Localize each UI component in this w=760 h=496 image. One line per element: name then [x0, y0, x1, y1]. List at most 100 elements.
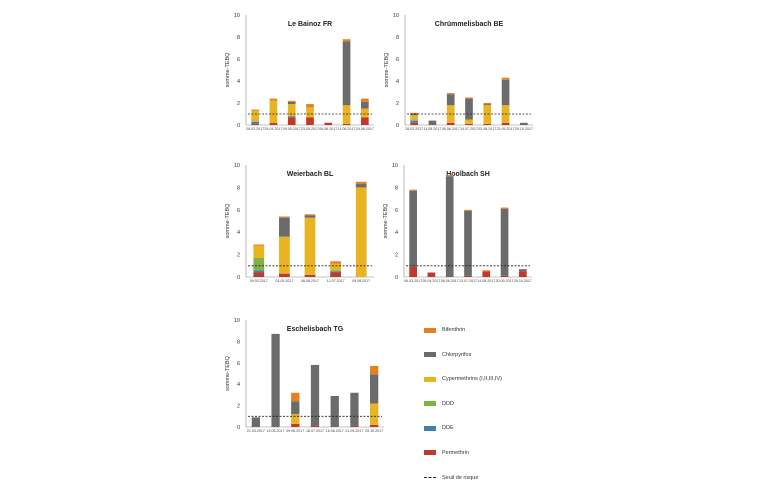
bar-segment	[483, 103, 492, 105]
y-tick-label: 10	[392, 163, 398, 169]
bar-segment	[428, 120, 437, 125]
legend-swatch-chlorpyrifos	[424, 352, 436, 358]
bar-segment	[350, 425, 359, 427]
bar-segment	[330, 270, 341, 272]
bar-segment	[464, 209, 472, 211]
legend-item: Bifenthrin	[424, 324, 574, 336]
x-tick-label: 06.06.2017	[319, 127, 337, 131]
x-tick-label: 21.03.2017	[247, 429, 265, 433]
bar-segment	[465, 123, 473, 125]
bar-segment	[304, 274, 316, 277]
x-tick-label: 08.06.2017	[301, 279, 319, 283]
bar-segment	[269, 122, 278, 125]
legend-label: DDD	[442, 400, 454, 407]
y-tick-label: 4	[396, 79, 399, 85]
bar-segment	[253, 245, 265, 258]
bar-segment	[427, 272, 436, 277]
bar-segment	[500, 208, 509, 276]
legend-label: Seuil de risque	[442, 474, 479, 481]
y-axis-label: somme-TEBQ	[225, 52, 231, 88]
bar-segment	[501, 79, 510, 106]
legend-item: Chlorpyrifos	[424, 349, 574, 361]
bar-segment	[287, 101, 296, 105]
bar-segment	[409, 189, 417, 191]
y-tick-label: 0	[237, 275, 240, 281]
bar-segment	[446, 93, 455, 95]
x-tick-label: 23.05.2017	[301, 127, 319, 131]
x-tick-label: 24.06.2017	[356, 127, 374, 131]
bar-segment	[306, 107, 314, 118]
x-tick-label: 09.06.2017	[286, 429, 304, 433]
y-tick-label: 8	[395, 185, 398, 191]
bar-segment	[410, 115, 418, 121]
x-tick-label: 19.05.2017	[267, 429, 285, 433]
bar-segment	[269, 98, 278, 101]
bar-segment	[410, 122, 418, 125]
bar-segment	[464, 275, 472, 277]
bar-segment	[271, 333, 280, 427]
legend-label: Chlorpyrifos	[442, 351, 472, 358]
x-tick-label: 09.05.2017	[283, 127, 301, 131]
x-tick-label: 09.08.2017	[352, 279, 370, 283]
y-tick-label: 8	[237, 339, 240, 345]
bar-segment	[410, 114, 418, 116]
y-tick-label: 2	[237, 404, 240, 410]
legend-swatch-cypermethrins	[424, 376, 436, 382]
bar-segment	[253, 257, 265, 271]
bar-segment	[251, 123, 259, 125]
x-tick-label: 06.06.2017	[442, 127, 460, 131]
chart-title: Weierbach BL	[287, 171, 334, 178]
bar-segment	[361, 108, 369, 118]
bar-segment	[287, 116, 296, 118]
bar-segment	[291, 414, 300, 424]
x-tick-label: 20.09.2017	[496, 279, 514, 283]
bar-segment	[342, 123, 351, 125]
bar-segment	[291, 392, 300, 402]
bar-segment	[330, 271, 341, 273]
legend-item: Permethrin	[424, 447, 574, 459]
chart-panel: 0 2 4 6 8 10 somme-TEBQ Chrümmelisbach BE 28.03.…	[384, 13, 533, 131]
y-tick-label: 2	[237, 101, 240, 107]
y-tick-label: 8	[396, 35, 399, 41]
legend-swatch-bifenthrin	[424, 327, 436, 333]
bar-segment	[287, 100, 296, 102]
bar-segment	[324, 122, 333, 125]
x-tick-label: 28.03.2017	[405, 127, 423, 131]
chart-panel: 0 2 4 6 8 10 somme-TEBQ Hoolbach SH 06.03.2017 05…	[383, 163, 532, 283]
x-tick-label: 11.05.2017	[424, 127, 442, 131]
chart-title: Hoolbach SH	[446, 171, 490, 178]
y-tick-label: 4	[237, 230, 240, 236]
y-tick-label: 2	[396, 101, 399, 107]
bar-segment	[465, 98, 473, 120]
bar-segment	[410, 112, 418, 114]
chart-panel: 0 2 4 6 8 10 somme-TEBQ Weierbach BL 09.03.2017 0…	[225, 163, 374, 283]
bar-segment	[483, 105, 492, 124]
bar-segment	[370, 424, 379, 427]
bar-segment	[355, 187, 367, 277]
legend: Bifenthrin Chlorpyrifos Cypermethrins (I…	[424, 324, 574, 496]
bar-segment	[253, 244, 265, 246]
x-tick-label: 14.07.2017	[460, 127, 478, 131]
bar-segment	[304, 214, 316, 216]
bar-segment	[370, 374, 379, 404]
y-tick-label: 0	[237, 123, 240, 129]
bar-segment	[355, 184, 367, 188]
y-tick-label: 6	[395, 208, 398, 214]
y-tick-label: 10	[234, 318, 240, 324]
x-tick-label: 25.10.2017	[514, 279, 532, 283]
y-tick-label: 6	[237, 57, 240, 63]
chart-panel: 0 2 4 6 8 10 somme-TEBQ Eschelisbach TG 21.03.20…	[225, 318, 384, 433]
legend-item: Cypermethrins (I,II,III,IV)	[424, 373, 574, 385]
bar-segment	[304, 215, 316, 218]
x-tick-label: 21.09.2017	[345, 429, 363, 433]
bar-segment	[330, 261, 341, 264]
bar-segment	[310, 425, 320, 427]
y-tick-label: 10	[393, 13, 399, 19]
bar-segment	[483, 123, 492, 125]
y-tick-label: 10	[234, 13, 240, 19]
bar-segment	[445, 176, 454, 277]
bar-segment	[306, 117, 314, 125]
x-tick-label: 25.10.2017	[515, 127, 533, 131]
chart-title: Le Bainoz FR	[288, 21, 332, 28]
x-tick-label: 25.10.2017	[365, 429, 383, 433]
